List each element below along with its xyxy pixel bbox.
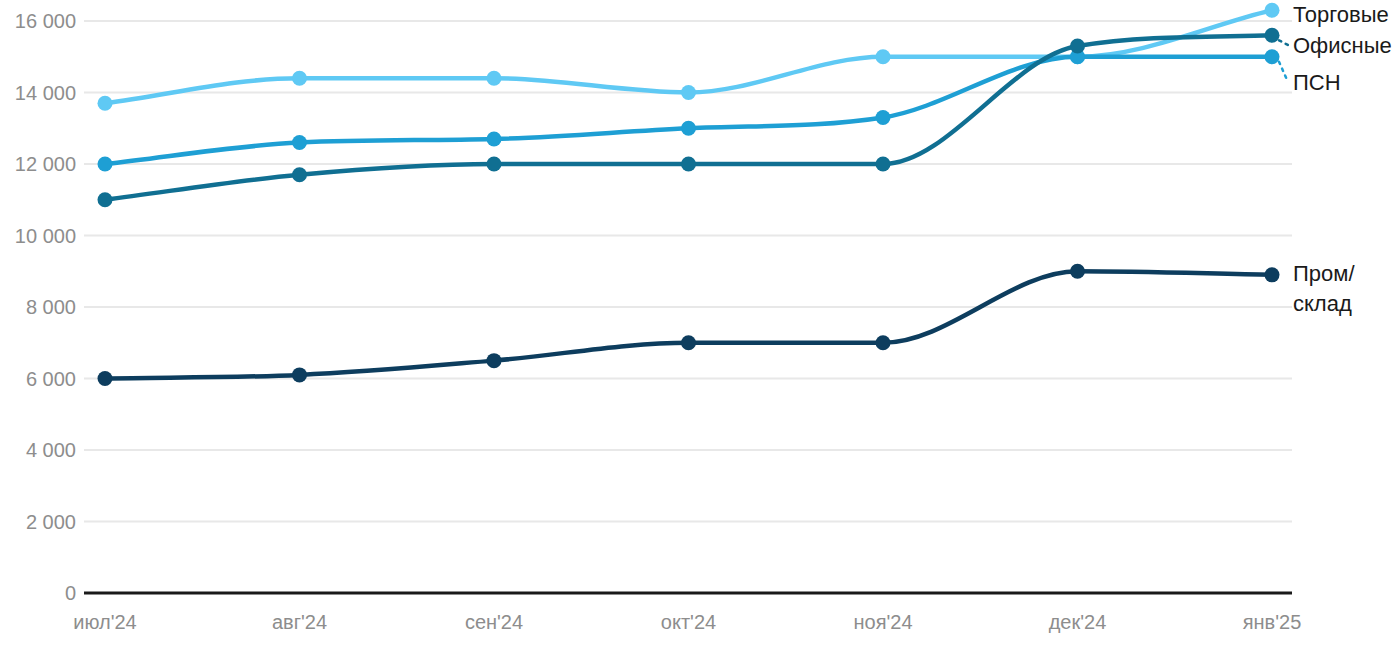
data-point-prom_sklad-0 (98, 371, 113, 386)
series-label-psn: ПСН (1293, 70, 1341, 95)
y-tick-label: 14 000 (15, 82, 76, 104)
y-tick-label: 10 000 (15, 225, 76, 247)
data-point-ofisnye-3 (681, 157, 696, 172)
data-point-ofisnye-0 (98, 192, 113, 207)
series-line-prom_sklad (105, 271, 1272, 378)
y-tick-label: 2 000 (26, 511, 76, 533)
data-point-ofisnye-5 (1070, 39, 1085, 54)
data-point-prom_sklad-4 (876, 335, 891, 350)
label-connector-ofisnye (1279, 40, 1288, 45)
y-tick-label: 16 000 (15, 10, 76, 32)
data-point-psn-3 (681, 121, 696, 136)
price-line-chart: 0 2 000 4 000 6 000 8 000 10 000 12 000 14 000 1… (0, 0, 1400, 650)
data-point-ofisnye-1 (292, 167, 307, 182)
data-point-torgovye-0 (98, 96, 113, 111)
data-point-torgovye-6 (1265, 3, 1280, 18)
x-tick-label: ноя'24 (853, 611, 912, 633)
data-point-ofisnye-4 (876, 157, 891, 172)
data-point-ofisnye-2 (487, 157, 502, 172)
data-point-prom_sklad-5 (1070, 264, 1085, 279)
x-tick-label: июл'24 (73, 611, 136, 633)
x-tick-label: авг'24 (272, 611, 327, 633)
data-point-prom_sklad-3 (681, 335, 696, 350)
data-point-torgovye-2 (487, 71, 502, 86)
x-tick-label: сен'24 (465, 611, 523, 633)
series-label-prom_sklad: Пром/ (1293, 261, 1355, 286)
x-tick-label: дек'24 (1049, 611, 1107, 633)
x-tick-label: янв'25 (1243, 611, 1302, 633)
data-point-psn-2 (487, 131, 502, 146)
data-point-ofisnye-6 (1265, 28, 1280, 43)
y-tick-label: 4 000 (26, 439, 76, 461)
data-point-psn-6 (1265, 49, 1280, 64)
series-label-prom_sklad: склад (1293, 291, 1352, 316)
data-point-prom_sklad-6 (1265, 267, 1280, 282)
data-point-psn-4 (876, 110, 891, 125)
data-point-psn-0 (98, 157, 113, 172)
data-point-torgovye-4 (876, 49, 891, 64)
chart-canvas: 0 2 000 4 000 6 000 8 000 10 000 12 000 14 000 1… (0, 0, 1400, 650)
data-point-torgovye-1 (292, 71, 307, 86)
data-point-prom_sklad-1 (292, 367, 307, 382)
y-tick-label: 0 (65, 582, 76, 604)
y-tick-label: 8 000 (26, 296, 76, 318)
data-point-torgovye-3 (681, 85, 696, 100)
series-label-torgovye: Торговые (1293, 2, 1389, 27)
series-line-ofisnye (105, 35, 1272, 199)
data-point-prom_sklad-2 (487, 353, 502, 368)
label-connector-psn (1279, 62, 1288, 82)
y-tick-label: 12 000 (15, 153, 76, 175)
x-tick-label: окт'24 (661, 611, 716, 633)
y-tick-label: 6 000 (26, 368, 76, 390)
series-label-ofisnye: Офисные (1293, 33, 1392, 58)
data-point-psn-1 (292, 135, 307, 150)
series-line-psn (105, 57, 1272, 164)
